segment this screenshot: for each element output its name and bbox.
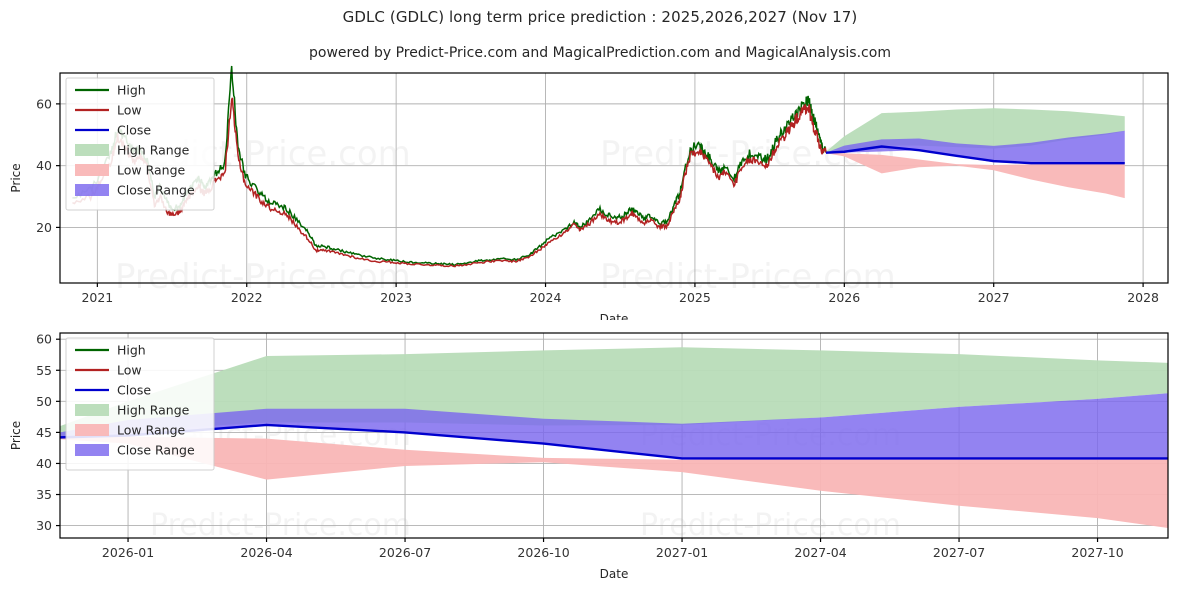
x-tick-label: 2027-01: [656, 545, 708, 560]
x-tick-label: 2026-01: [102, 545, 154, 560]
y-tick-label: 55: [36, 363, 52, 378]
legend-item[interactable]: Close Range: [75, 443, 195, 458]
y-tick-label: 40: [36, 456, 52, 471]
watermark-text: Predict-Price.com: [600, 257, 896, 297]
y-tick-label: 50: [36, 394, 52, 409]
legend-item[interactable]: Low: [75, 363, 142, 378]
page-title: GDLC (GDLC) long term price prediction :…: [342, 8, 858, 26]
x-tick-label: 2026-04: [240, 545, 292, 560]
grid-layer: [60, 73, 1168, 283]
legend-item[interactable]: Low Range: [75, 163, 186, 178]
x-tick-label: 2026-07: [379, 545, 431, 560]
legend-item[interactable]: High: [75, 343, 146, 358]
legend-item[interactable]: High Range: [75, 403, 190, 418]
legend-item[interactable]: Close: [75, 123, 151, 138]
legend-item-label: Low Range: [117, 163, 186, 178]
overview-chart-svg: Predict-Price.comPredict-Price.comPredic…: [9, 65, 1169, 320]
x-tick-label: 2023: [380, 290, 412, 305]
y-tick-label: 60: [36, 332, 52, 347]
legend-forecast[interactable]: High Low Close High Range Low Range Close Ran…: [65, 337, 215, 471]
y-tick-label: 30: [36, 518, 52, 533]
legend-item-label: Close: [117, 383, 151, 398]
legend-item-label: High Range: [117, 403, 190, 418]
legend-item[interactable]: Low: [75, 103, 142, 118]
legend-patch-swatch: [75, 184, 109, 196]
close-forecast-line: [825, 145, 1125, 165]
x-tick-label: 2027-04: [794, 545, 846, 560]
x-tick-label: 2027-10: [1071, 545, 1123, 560]
axis-layer: 30 35 40 45 50 55 60 2026-01 2026-04 2026-07 2026-…: [9, 332, 1124, 581]
legend-item[interactable]: High: [75, 83, 146, 98]
legend-patch-swatch: [75, 144, 109, 156]
y-tick-label: 35: [36, 487, 52, 502]
x-tick-label: 2026: [828, 290, 860, 305]
y-tick-label: 20: [36, 220, 52, 235]
x-tick-label: 2027-07: [933, 545, 985, 560]
y-tick-label: 45: [36, 425, 52, 440]
close-range-band: [825, 130, 1125, 164]
legend-item-label: Low: [117, 103, 142, 118]
x-tick-label: 2026-10: [517, 545, 569, 560]
forecast-detail-chart-svg: Predict-Price.comPredict-Price.comPredic…: [9, 332, 1169, 581]
plot-border: [59, 72, 1169, 284]
close-range-band: [60, 393, 1168, 459]
watermark-text: Predict-Price.com: [115, 257, 411, 297]
legend-item-label: Low Range: [117, 423, 186, 438]
legend-item[interactable]: High Range: [75, 143, 190, 158]
legend-patch-swatch: [75, 424, 109, 436]
forecast-detail-chart-panel: Predict-Price.comPredict-Price.comPredic…: [0, 320, 1200, 600]
low-range-band: [825, 152, 1125, 199]
y-axis-label: Price: [9, 163, 23, 192]
y-tick-label: 40: [36, 158, 52, 173]
legend-item[interactable]: Low Range: [75, 423, 186, 438]
legend-item-label: Close Range: [117, 443, 195, 458]
x-tick-label: 2021: [81, 290, 113, 305]
y-axis-label: Price: [9, 421, 23, 450]
legend-patch-swatch: [75, 404, 109, 416]
y-tick-label: 60: [36, 96, 52, 111]
watermark-layer: Predict-Price.comPredict-Price.comPredic…: [115, 134, 896, 297]
legend-patch-swatch: [75, 444, 109, 456]
legend-item-label: Close: [117, 123, 151, 138]
overview-chart-panel: Predict-Price.comPredict-Price.comPredic…: [0, 60, 1200, 320]
x-axis-label: Date: [600, 567, 629, 581]
axis-layer: 20 40 60 2021 2022 2023 2024 2025 2026 2027 2028 Da…: [9, 96, 1159, 320]
x-tick-label: 2025: [679, 290, 711, 305]
x-tick-label: 2028: [1127, 290, 1159, 305]
x-tick-label: 2022: [231, 290, 263, 305]
x-tick-label: 2024: [530, 290, 562, 305]
legend-overview[interactable]: High Low Close High Range Low Range Close Ran…: [65, 77, 215, 211]
legend-item-label: Low: [117, 363, 142, 378]
legend-patch-swatch: [75, 164, 109, 176]
legend-item-label: High: [117, 343, 146, 358]
page-subtitle: powered by Predict-Price.com and Magical…: [309, 45, 891, 61]
legend-item-label: High: [117, 83, 146, 98]
legend-item-label: Close Range: [117, 183, 195, 198]
x-tick-label: 2027: [978, 290, 1010, 305]
legend-item[interactable]: Close: [75, 383, 151, 398]
legend-item-label: High Range: [117, 143, 190, 158]
plot-border: [59, 332, 1169, 539]
legend-item[interactable]: Close Range: [75, 183, 195, 198]
x-axis-label: Date: [600, 312, 629, 320]
